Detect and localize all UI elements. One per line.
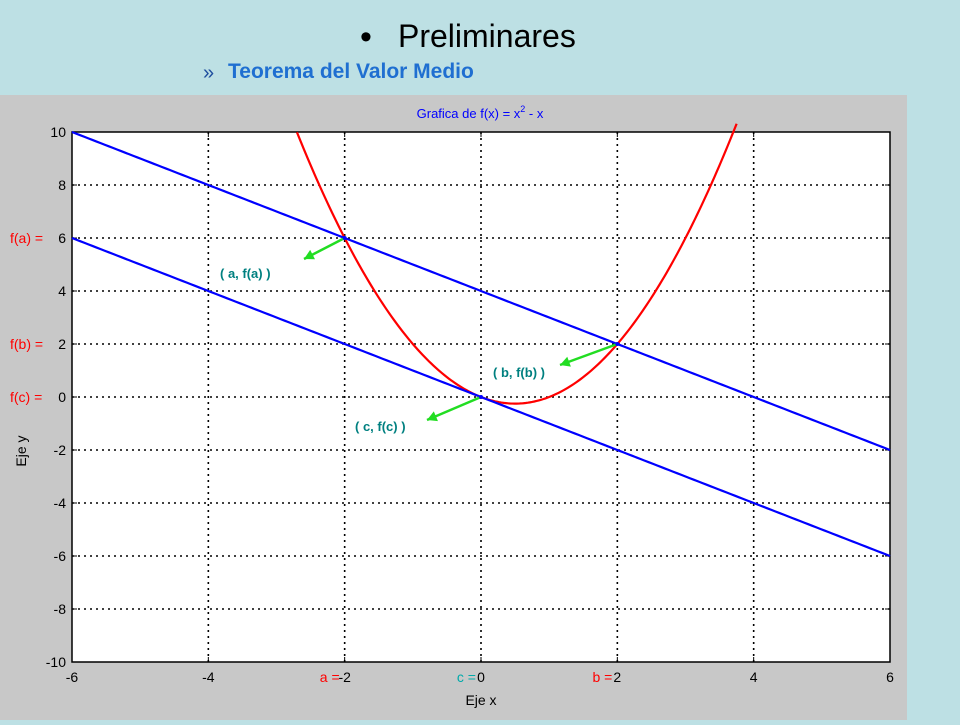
arrow-head: [560, 356, 571, 367]
data-point: [342, 236, 347, 240]
x-tick-label: -6: [66, 669, 79, 685]
x-tick-label: 4: [750, 669, 758, 685]
chart: -6 -4 -2 0 2 4 6 -10 -8 -6 -4 -2 0 2 4 6 8 10 ( a, f(a) )…: [10, 104, 894, 708]
arrow-head: [304, 249, 315, 260]
x-tick-label: 0: [477, 669, 485, 685]
series-line-0: [295, 123, 738, 405]
chart-title: Grafica de f(x) = x2 - x: [417, 104, 544, 121]
y-tick-label: 8: [58, 177, 66, 193]
figure-panel: -6 -4 -2 0 2 4 6 -10 -8 -6 -4 -2 0 2 4 6 8 10 ( a, f(a) )…: [0, 95, 907, 720]
y-tick-label: -6: [54, 548, 67, 564]
x-tick-label: 6: [886, 669, 894, 685]
y-tick-label: 4: [58, 283, 66, 299]
point-arrow: [559, 342, 618, 367]
point-label: ( b, f(b) ): [493, 365, 545, 380]
subtitle-marker: »: [203, 62, 215, 84]
y-tick-label: 10: [50, 124, 66, 140]
series-line-1: [71, 130, 891, 452]
y-tick-label: 0: [58, 389, 66, 405]
point-label: ( a, f(a) ): [220, 266, 271, 281]
x-tick-label: -2: [338, 669, 351, 685]
x-tick-label: -4: [202, 669, 215, 685]
bullet-marker: •: [360, 18, 372, 56]
data-point: [479, 395, 483, 399]
chart-title-text: Grafica de f(x) = x: [417, 106, 521, 121]
page-title: Preliminares: [398, 18, 576, 54]
chart-title-exponent: 2: [520, 104, 525, 114]
x-value-annotation: a =: [320, 669, 340, 685]
y-value-annotation: f(b) =: [10, 336, 43, 352]
data-point: [615, 342, 620, 346]
y-tick-label: -8: [54, 601, 67, 617]
page-subtitle: Teorema del Valor Medio: [228, 60, 474, 83]
x-axis-label: Eje x: [465, 692, 496, 708]
y-tick-label: -2: [54, 442, 67, 458]
arrow-head: [427, 411, 438, 422]
y-tick-label: 6: [58, 230, 66, 246]
x-tick-label: 2: [613, 669, 621, 685]
point-arrow: [426, 395, 482, 422]
slide-title: • Preliminares: [0, 8, 960, 56]
y-tick-label: -4: [54, 495, 67, 511]
y-value-annotation: f(a) =: [10, 230, 43, 246]
y-axis-label: Eje y: [13, 435, 29, 466]
x-value-annotation: b =: [592, 669, 612, 685]
y-value-annotation: f(c) =: [10, 389, 42, 405]
x-value-annotation: c =: [457, 669, 476, 685]
y-tick-label: 2: [58, 336, 66, 352]
chart-title-tail: - x: [525, 106, 544, 121]
y-tick-label: -10: [46, 654, 66, 670]
point-label: ( c, f(c) ): [355, 419, 406, 434]
